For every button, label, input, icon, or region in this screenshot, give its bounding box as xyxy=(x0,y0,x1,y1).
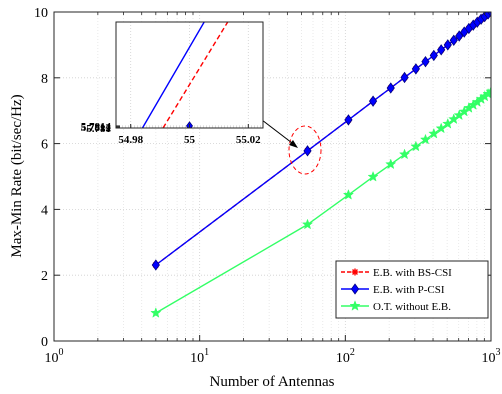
zoom-arrow xyxy=(261,119,297,147)
y-axis-label: Max-Min Rate (bit/sec/Hz) xyxy=(9,94,25,257)
data-point xyxy=(344,114,353,126)
data-point xyxy=(386,82,395,94)
series-layer xyxy=(150,12,491,318)
inset-y-tick-label: 5.781 xyxy=(86,123,111,135)
axis-ticks: 100 101 102 103 0 2 4 6 8 10 xyxy=(34,6,501,366)
data-point xyxy=(151,259,160,271)
inset-series-line xyxy=(162,22,229,128)
x-tick-label: 102 xyxy=(336,347,355,366)
inset-y-tick-label: 5.7812 xyxy=(81,122,112,134)
data-point xyxy=(150,307,162,318)
data-point xyxy=(419,133,432,145)
data-point xyxy=(482,88,491,99)
data-point xyxy=(449,34,458,46)
zoom-region-ellipse xyxy=(288,125,322,175)
data-point xyxy=(400,71,409,84)
data-point xyxy=(455,30,464,42)
inset-series-line xyxy=(141,22,205,128)
data-point xyxy=(487,12,491,18)
inset-x-tick-label: 55 xyxy=(184,134,196,146)
data-point xyxy=(385,158,397,170)
data-point xyxy=(429,49,438,62)
x-axis-label: Number of Antennas xyxy=(210,374,335,390)
inset-y-tick-label: 5.7814 xyxy=(81,121,112,133)
series-o-t-without-e-b- xyxy=(150,85,491,318)
inset-x-tick-label: 55.02 xyxy=(236,134,261,146)
legend-marker xyxy=(350,283,360,295)
x-tick-label: 100 xyxy=(45,347,64,366)
data-point xyxy=(411,63,420,75)
data-point xyxy=(428,127,440,139)
y-tick-label: 0 xyxy=(41,335,48,350)
y-tick-label: 8 xyxy=(41,72,48,87)
x-tick-label: 103 xyxy=(482,347,501,366)
legend-marker xyxy=(349,300,361,311)
data-point xyxy=(303,145,312,157)
legend-entry: O.T. without E.B. xyxy=(341,300,451,313)
y-tick-label: 6 xyxy=(41,138,48,153)
y-tick-label: 10 xyxy=(34,6,48,21)
data-point xyxy=(301,218,314,230)
data-point xyxy=(367,170,379,182)
data-point xyxy=(421,55,430,68)
data-point xyxy=(410,140,422,152)
zoom-arrowhead xyxy=(289,140,298,148)
y-tick-label: 2 xyxy=(41,269,48,284)
data-point xyxy=(368,95,378,107)
legend: E.B. with BS-CSI E.B. with P-CSI O.T. with… xyxy=(335,260,489,319)
legend-entry: E.B. with P-CSI xyxy=(341,283,445,296)
series-e-b-with-p-csi xyxy=(151,12,491,271)
data-point xyxy=(437,44,446,56)
legend-label: E.B. with BS-CSI xyxy=(373,267,452,279)
legend-label: O.T. without E.B. xyxy=(373,301,451,313)
data-point xyxy=(443,39,452,51)
data-point xyxy=(398,148,411,160)
data-point xyxy=(485,85,491,97)
x-tick-label: 101 xyxy=(190,347,209,366)
y-tick-label: 4 xyxy=(41,203,48,218)
inset-background xyxy=(116,22,263,128)
plot-frame xyxy=(53,11,492,342)
legend-marker xyxy=(351,268,359,276)
legend-entry: E.B. with BS-CSI xyxy=(341,267,452,279)
legend-label: E.B. with P-CSI xyxy=(373,284,445,296)
inset-x-tick-label: 54.98 xyxy=(118,134,143,146)
data-point xyxy=(342,189,355,200)
